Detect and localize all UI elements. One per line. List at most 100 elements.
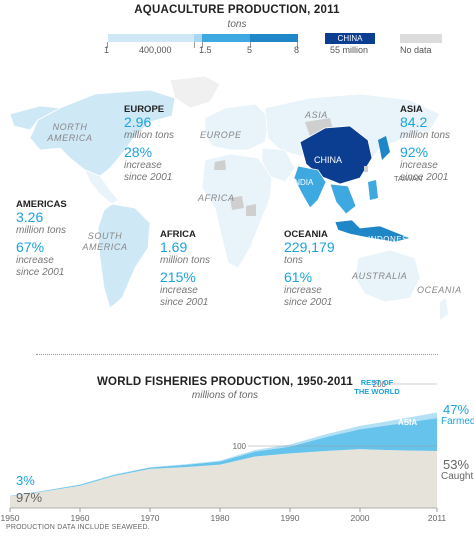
series-label-rest-2: THE WORLD	[354, 387, 400, 396]
y-tick-label-200: 200	[373, 380, 387, 389]
legend-swatch-3	[202, 34, 250, 42]
start-caught-pct: 97%	[16, 490, 43, 505]
geo-label-south-america: SOUTH AMERICA	[80, 231, 130, 253]
greenland-shape	[169, 75, 221, 109]
region-asia-pct-note2: since 2001	[400, 172, 449, 183]
nodata-patch-1	[230, 196, 244, 210]
series-label-rest-1: REST OF	[360, 378, 394, 387]
region-africa-pct-note1: increase	[160, 285, 198, 296]
region-asia-pct-note1: increase	[400, 160, 438, 171]
geo-label-america-2: AMERICA	[82, 242, 128, 252]
geo-label-north-america: NORTH AMERICA	[45, 122, 95, 144]
y-tick-label-100: 100	[233, 442, 247, 451]
region-africa-name: AFRICA	[160, 229, 196, 240]
africa-shape	[201, 153, 273, 269]
region-americas: AMERICAS 3.26 million tons 67% increase …	[16, 199, 67, 279]
area-series-rest-of-the-world	[10, 412, 437, 496]
nodata-patch-2	[246, 204, 256, 216]
region-asia-value: 84.2	[400, 114, 428, 130]
x-tick-label-1980: 1980	[211, 513, 230, 523]
legend-nodata-swatch	[400, 34, 442, 43]
geo-label-europe: EUROPE	[200, 130, 242, 140]
region-americas-pct-note2: since 2001	[16, 267, 65, 278]
legend-label-5: 8	[294, 45, 300, 55]
middle-east-shape	[261, 147, 296, 183]
region-asia-name: ASIA	[400, 104, 423, 115]
legend-label-4: 5	[247, 45, 253, 55]
x-tick-label-1950: 1950	[1, 513, 20, 523]
geo-label-asia: ASIA	[305, 110, 328, 120]
region-asia-unit: million tons	[400, 130, 451, 141]
legend-nodata-label: No data	[400, 45, 432, 55]
region-africa-value: 1.69	[160, 239, 188, 255]
central-america-shape	[84, 169, 119, 205]
x-tick-label-2011: 2011	[428, 513, 447, 523]
region-europe-pct-note1: increase	[124, 160, 162, 171]
region-americas-pct-note1: increase	[16, 255, 54, 266]
geo-label-taiwan: TAIWAN	[394, 174, 423, 183]
map-title: AQUACULTURE PRODUCTION, 2011	[134, 4, 340, 16]
geo-label-north: NORTH	[52, 122, 88, 132]
legend-swatch-2	[194, 34, 202, 42]
x-tick-label-1960: 1960	[71, 513, 90, 523]
series-label-rest: REST OF THE WORLD	[353, 378, 401, 396]
region-oceania: OCEANIA 229,179 tons 61% increase since …	[284, 229, 335, 309]
world-map	[9, 75, 448, 320]
chart-note: PRODUCTION DATA INCLUDE SEAWEED.	[6, 524, 150, 531]
series-label-asia: ASIA	[398, 418, 418, 427]
nodata-patch-3	[214, 160, 226, 170]
start-farmed-pct: 3%	[16, 473, 35, 488]
legend-label-1: 1	[104, 45, 110, 55]
geo-label-oceania: OCEANIA	[417, 285, 462, 295]
region-africa-pct-note2: since 2001	[160, 297, 209, 308]
region-americas-name: AMERICAS	[16, 199, 67, 210]
indonesia-shape	[334, 219, 411, 243]
region-americas-pct: 67%	[16, 239, 45, 255]
taiwan-shape	[364, 166, 368, 172]
geo-label-australia: AUSTRALIA	[352, 271, 408, 281]
philippines-shape	[368, 180, 378, 200]
section-divider	[36, 354, 438, 355]
end-farmed-pct: 47%	[443, 402, 470, 417]
north-america-shape	[29, 89, 176, 177]
southeast-asia-shape	[329, 183, 357, 215]
end-caught-pct: 53%	[443, 457, 470, 472]
japan-shape	[378, 136, 390, 160]
region-americas-unit: million tons	[16, 225, 67, 236]
end-caught-label: Caught	[441, 471, 474, 482]
geo-label-india: INDIA	[292, 178, 314, 187]
new-zealand-shape	[440, 298, 448, 320]
chart-title: WORLD FISHERIES PRODUCTION, 1950-2011	[97, 376, 353, 388]
region-asia: ASIA 84.2 million tons 92% increase sinc…	[400, 104, 450, 184]
x-tick-label-1990: 1990	[281, 513, 300, 523]
region-africa: AFRICA 1.69 million tons 215% increase s…	[160, 229, 210, 309]
india-shape	[293, 165, 327, 209]
geo-label-china: CHINA	[314, 155, 343, 165]
geo-label-indonesia: INDONESIA	[368, 235, 417, 244]
region-oceania-pct-note2: since 2001	[284, 297, 333, 308]
legend-china-value: 55 million	[330, 45, 369, 55]
legend-swatch-1	[108, 34, 194, 42]
region-africa-pct: 215%	[160, 269, 196, 285]
region-americas-value: 3.26	[16, 209, 44, 225]
region-europe-pct: 28%	[124, 144, 153, 160]
region-europe-unit: million tons	[124, 130, 175, 141]
region-europe-name: EUROPE	[124, 104, 165, 115]
region-europe: EUROPE 2.96 million tons 28% increase si…	[124, 104, 174, 184]
map-subtitle: tons	[227, 19, 247, 30]
region-oceania-pct: 61%	[284, 269, 313, 285]
chart-subtitle: millions of tons	[191, 390, 259, 401]
australia-shape	[354, 249, 421, 303]
legend-label-3: 1.5	[199, 45, 212, 55]
south-america-shape	[97, 203, 151, 309]
end-farmed-label: Farmed	[441, 416, 474, 427]
legend-label-2: 400,000	[139, 45, 172, 55]
region-oceania-pct-note1: increase	[284, 285, 322, 296]
area-series-asia	[10, 418, 437, 497]
alaska-shape	[9, 105, 62, 131]
region-oceania-value: 229,179	[284, 239, 335, 255]
x-tick-label-2000: 2000	[351, 513, 370, 523]
legend-china-swatch: CHINA	[325, 33, 375, 44]
region-europe-value: 2.96	[124, 114, 152, 130]
geo-label-south: SOUTH	[87, 231, 123, 241]
